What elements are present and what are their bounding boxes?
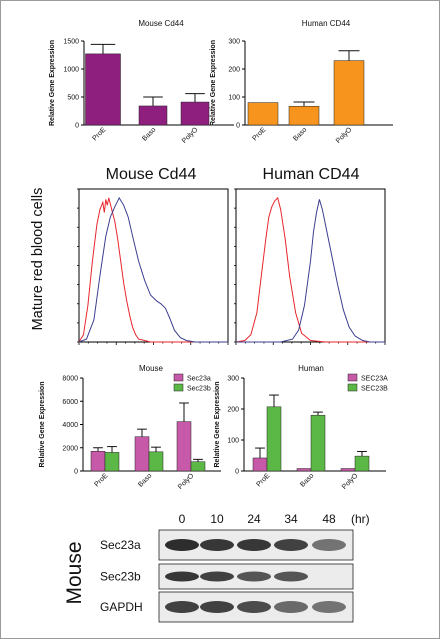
blot-band — [312, 601, 346, 613]
y-tick-label: 100 — [228, 95, 240, 102]
y-tick-label: 0 — [235, 469, 239, 476]
legend-swatch — [173, 383, 184, 392]
blot-band — [312, 539, 346, 551]
blot-row-label: Sec23b — [100, 570, 141, 584]
legend-label: Sec23a — [187, 376, 211, 383]
blot-band — [200, 571, 234, 582]
y-tick-label: 0 — [75, 123, 79, 130]
chart-title: Mouse — [139, 364, 164, 373]
blot-row-label: GAPDH — [100, 600, 143, 614]
y-axis-label: Mature red blood cells — [30, 188, 46, 331]
bar — [354, 455, 370, 472]
y-tick-label: 1000 — [63, 67, 79, 74]
bar — [296, 468, 312, 472]
blot-band — [237, 539, 271, 551]
y-tick-label: 2000 — [62, 445, 78, 452]
bar — [252, 457, 268, 472]
timepoint-label: 34 — [284, 512, 298, 526]
y-tick-label: 1500 — [63, 39, 79, 46]
x-tick-label: ProE — [93, 472, 109, 488]
y-tick-label: 0 — [236, 123, 240, 130]
bar — [138, 105, 168, 126]
bar — [288, 105, 320, 126]
blot-band — [165, 571, 199, 582]
y-tick-label: 4000 — [62, 422, 78, 429]
x-tick-label: PolyO — [181, 126, 200, 145]
species-label: Mouse — [63, 541, 86, 604]
blot-band — [274, 571, 308, 582]
chart-title: Human CD44 — [302, 19, 351, 28]
bar — [310, 414, 326, 472]
x-tick-label: Baso — [292, 126, 308, 142]
bar — [190, 461, 206, 472]
blot-band — [274, 601, 308, 613]
blot-band — [165, 539, 199, 551]
y-tick-label: 6000 — [62, 399, 78, 406]
blot-row-label: Sec23a — [100, 538, 141, 552]
y-axis-label: Relative Gene Expression — [210, 40, 217, 126]
timepoint-label: 0 — [179, 512, 186, 526]
x-tick-label: Baso — [299, 472, 315, 488]
x-tick-label: Baso — [141, 126, 157, 142]
bar — [266, 406, 282, 472]
y-axis-label: Relative Gene Expression — [49, 40, 56, 126]
timepoint-label: 10 — [210, 512, 224, 526]
x-tick-label: Baso — [137, 472, 153, 488]
blot-band — [237, 601, 271, 613]
legend-label: SEC23B — [361, 386, 388, 393]
blot-band — [200, 601, 234, 613]
y-tick-label: 300 — [227, 376, 239, 383]
y-axis-label: Relative Gene Expression — [39, 382, 46, 468]
y-tick-label: 200 — [227, 407, 239, 414]
blot-band — [200, 539, 234, 551]
chart-title: Mouse Cd44 — [138, 19, 184, 28]
y-tick-label: 500 — [67, 95, 79, 102]
histogram-line — [235, 196, 385, 343]
legend-swatch — [347, 383, 358, 392]
panel-title: Mouse Cd44 — [106, 166, 197, 183]
bar — [333, 60, 365, 126]
x-tick-label: ProE — [91, 126, 107, 142]
y-tick-label: 300 — [228, 39, 240, 46]
histogram-frame — [235, 188, 386, 343]
time-unit-label: (hr) — [351, 512, 370, 526]
legend-swatch — [347, 373, 358, 382]
bar — [340, 468, 356, 472]
histogram-line — [78, 197, 228, 343]
y-axis-label: Relative Gene Expression — [214, 382, 221, 468]
bar — [148, 451, 164, 472]
legend-swatch — [173, 373, 184, 382]
histogram-line — [236, 199, 385, 343]
bar — [176, 421, 192, 472]
bar — [180, 101, 210, 126]
blot-band — [165, 601, 199, 613]
y-tick-label: 100 — [227, 438, 239, 445]
x-tick-label: ProE — [251, 126, 267, 142]
bar — [104, 452, 120, 472]
x-tick-label: PolyO — [335, 126, 354, 145]
x-tick-label: PolyO — [341, 472, 360, 491]
bar — [134, 436, 150, 472]
x-tick-label: PolyO — [177, 472, 196, 491]
x-tick-label: ProE — [255, 472, 271, 488]
bar — [247, 102, 279, 126]
timepoint-label: 48 — [322, 512, 336, 526]
blot-band — [237, 571, 271, 582]
chart-title: Human — [298, 364, 324, 373]
bar — [90, 450, 106, 472]
y-tick-label: 8000 — [62, 376, 78, 383]
timepoint-label: 24 — [247, 512, 261, 526]
legend-label: Sec23b — [187, 386, 211, 393]
panel-title: Human CD44 — [263, 166, 360, 183]
histogram-line — [78, 196, 228, 343]
blot-band — [274, 539, 308, 551]
bar — [85, 53, 121, 126]
y-tick-label: 200 — [228, 67, 240, 74]
y-tick-label: 0 — [74, 469, 78, 476]
legend-label: SEC23A — [361, 376, 388, 383]
